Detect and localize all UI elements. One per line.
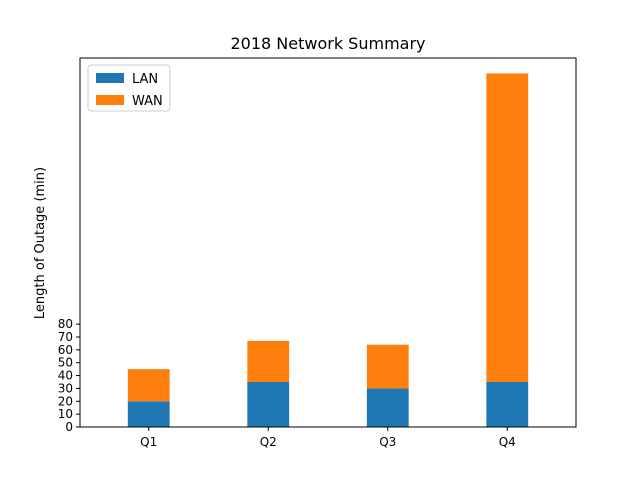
y-tick-label: 80: [58, 317, 73, 331]
bar-wan-q3: [366, 344, 409, 389]
bar-wan-q4: [486, 73, 529, 382]
legend-swatch-wan: [96, 95, 124, 105]
y-tick-label: 70: [58, 330, 73, 344]
y-tick-label: 20: [58, 394, 73, 408]
legend: LAN WAN: [87, 64, 171, 112]
y-tick-label: 0: [65, 420, 73, 434]
x-tick-label: Q1: [140, 435, 157, 449]
bars-layer: [127, 73, 529, 427]
x-tick-label: Q3: [379, 435, 396, 449]
bar-lan-q1: [127, 401, 170, 427]
y-tick-label: 40: [58, 369, 73, 383]
bar-lan-q3: [366, 388, 409, 427]
bar-lan-q4: [486, 382, 529, 427]
y-tick-label: 10: [58, 407, 73, 421]
x-tick-label: Q2: [260, 435, 277, 449]
y-tick-label: 30: [58, 381, 73, 395]
x-tick-label: Q4: [499, 435, 516, 449]
legend-label-wan: WAN: [132, 94, 163, 109]
bar-wan-q2: [247, 340, 290, 382]
bar-wan-q1: [127, 369, 170, 402]
chart-title: 2018 Network Summary: [230, 34, 425, 53]
legend-label-lan: LAN: [132, 72, 158, 87]
y-tick-label: 50: [58, 356, 73, 370]
y-axis-label: Length of Outage (min): [33, 167, 48, 319]
legend-swatch-lan: [96, 73, 124, 83]
bar-lan-q2: [247, 382, 290, 427]
y-tick-label: 60: [58, 343, 73, 357]
plot-frame: [79, 57, 577, 428]
